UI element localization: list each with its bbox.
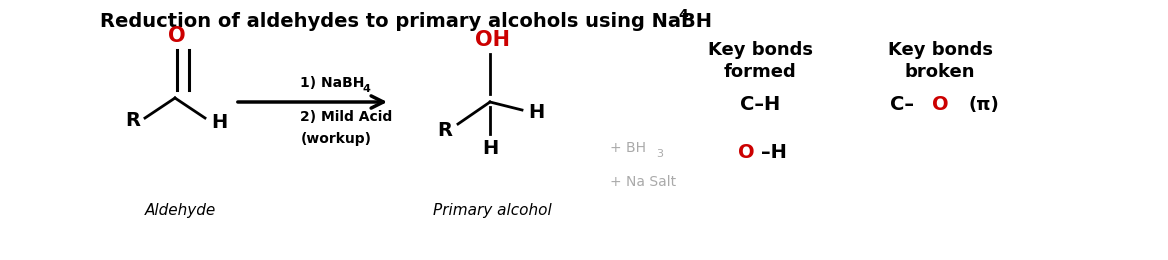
Text: 4: 4 [677,8,688,22]
Text: OH: OH [474,30,509,50]
Text: formed: formed [724,63,797,81]
Text: Key bonds: Key bonds [888,41,993,59]
Text: 1) NaBH: 1) NaBH [300,76,364,90]
Text: Reduction of aldehydes to primary alcohols using NaBH: Reduction of aldehydes to primary alcoho… [100,12,712,31]
Text: (workup): (workup) [300,132,371,146]
Text: Aldehyde: Aldehyde [145,203,216,218]
Text: + Na Salt: + Na Salt [610,175,676,189]
Text: H: H [482,139,498,158]
Text: –H: –H [762,142,787,161]
Text: R: R [125,110,140,129]
Text: O: O [168,26,186,46]
Text: R: R [438,120,452,140]
Text: O: O [738,142,755,161]
Text: Primary alcohol: Primary alcohol [432,203,551,218]
Text: H: H [528,102,544,121]
Text: 2) Mild Acid: 2) Mild Acid [300,110,392,124]
Text: 4: 4 [362,84,370,94]
Text: C–: C– [890,95,915,114]
Text: O: O [932,95,948,114]
Text: C–H: C–H [739,95,780,114]
Text: + BH: + BH [610,141,646,155]
Text: Key bonds: Key bonds [708,41,813,59]
Text: 3: 3 [656,149,663,159]
Text: broken: broken [905,63,975,81]
Text: (π): (π) [968,96,1000,114]
Text: H: H [211,113,227,132]
